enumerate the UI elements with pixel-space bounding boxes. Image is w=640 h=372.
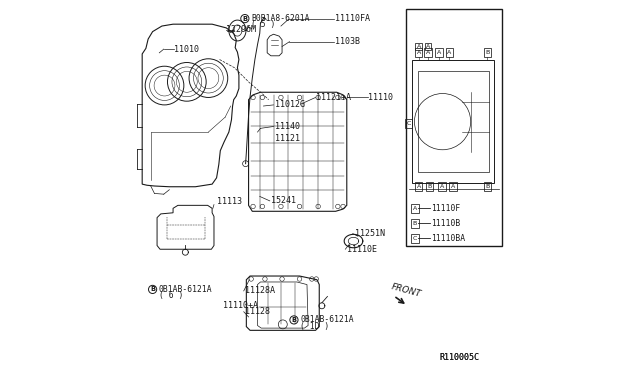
Bar bbox=[406, 9, 502, 246]
Text: 11110BA: 11110BA bbox=[431, 234, 465, 243]
Text: 11110: 11110 bbox=[369, 93, 394, 102]
Text: 11110F: 11110F bbox=[431, 204, 460, 213]
Text: 11110E: 11110E bbox=[347, 245, 377, 254]
Text: B0B1A8-6201A: B0B1A8-6201A bbox=[251, 14, 310, 23]
Text: ( 1D ): ( 1D ) bbox=[300, 322, 330, 331]
Text: A: A bbox=[417, 44, 420, 49]
Text: ( 6 ): ( 6 ) bbox=[159, 291, 183, 300]
Text: 0B1AB-6121A: 0B1AB-6121A bbox=[159, 285, 212, 294]
Text: A: A bbox=[437, 50, 441, 55]
Text: 11012G: 11012G bbox=[275, 100, 305, 109]
Text: 11128: 11128 bbox=[245, 307, 270, 316]
Text: A: A bbox=[440, 184, 444, 189]
Text: 11110FA: 11110FA bbox=[335, 14, 370, 23]
Text: 11010: 11010 bbox=[174, 45, 199, 54]
Text: R110005C: R110005C bbox=[439, 353, 479, 362]
Text: 11110+A: 11110+A bbox=[223, 301, 257, 310]
Text: ( 5 ): ( 5 ) bbox=[251, 20, 276, 29]
Text: 11113: 11113 bbox=[216, 197, 241, 206]
Text: 11128A: 11128A bbox=[245, 286, 275, 295]
Bar bbox=[418, 71, 488, 172]
Text: B: B bbox=[413, 221, 417, 226]
Text: A: A bbox=[426, 44, 430, 49]
Text: B: B bbox=[243, 16, 247, 22]
Text: 1103B: 1103B bbox=[335, 37, 360, 46]
Text: C: C bbox=[413, 235, 417, 241]
Text: 15241: 15241 bbox=[271, 196, 296, 205]
Text: 11121+A: 11121+A bbox=[316, 93, 351, 102]
Text: 11140: 11140 bbox=[275, 122, 300, 131]
Text: 12296M: 12296M bbox=[227, 25, 256, 34]
Text: A: A bbox=[417, 50, 420, 55]
Text: A: A bbox=[447, 50, 452, 55]
Text: A: A bbox=[417, 184, 420, 189]
Text: A: A bbox=[451, 184, 455, 189]
Text: B: B bbox=[291, 317, 296, 323]
Text: B: B bbox=[485, 184, 490, 189]
Text: C: C bbox=[406, 121, 411, 126]
Text: FRONT: FRONT bbox=[390, 283, 422, 299]
Text: 11251N: 11251N bbox=[355, 229, 385, 238]
Bar bbox=[412, 60, 494, 183]
Text: R110005C: R110005C bbox=[439, 353, 479, 362]
Text: A: A bbox=[426, 50, 430, 55]
Text: B: B bbox=[150, 286, 155, 292]
Text: 11110B: 11110B bbox=[431, 219, 460, 228]
Text: A: A bbox=[413, 206, 417, 211]
Text: 11121: 11121 bbox=[275, 134, 300, 143]
Text: B: B bbox=[428, 184, 432, 189]
Text: B: B bbox=[485, 50, 490, 55]
Text: 0B1AB-6121A: 0B1AB-6121A bbox=[300, 315, 354, 324]
